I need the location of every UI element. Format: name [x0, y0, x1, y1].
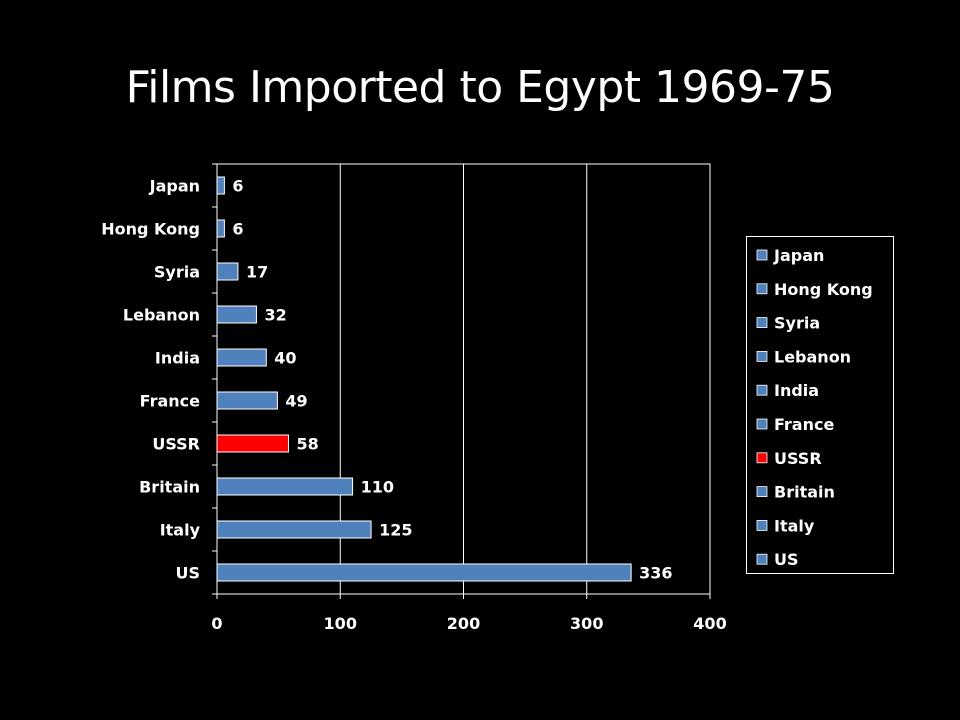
bar-hong-kong — [216, 219, 225, 238]
data-label: 336 — [639, 564, 672, 583]
data-label: 110 — [361, 478, 394, 497]
data-label: 6 — [232, 177, 243, 196]
slide-title: Films Imported to Egypt 1969-75 — [125, 62, 835, 113]
x-tick-label: 0 — [211, 614, 222, 633]
x-tick-label: 400 — [693, 614, 726, 633]
category-label: Syria — [154, 263, 200, 282]
axes — [212, 163, 711, 599]
category-label: Lebanon — [123, 306, 200, 325]
legend-swatch — [756, 283, 768, 295]
x-tick-label: 300 — [570, 614, 603, 633]
data-label: 49 — [285, 392, 307, 411]
bar-britain — [216, 477, 354, 496]
legend-swatch — [756, 317, 768, 328]
legend-swatch — [756, 351, 768, 362]
legend-label: Britain — [774, 483, 835, 502]
legend-label: Hong Kong — [774, 280, 873, 299]
legend-swatch — [756, 249, 768, 261]
legend-label: France — [774, 415, 834, 434]
bars — [216, 176, 632, 582]
legend-label: India — [774, 381, 819, 400]
data-label: 6 — [232, 220, 243, 239]
legend-label: Lebanon — [774, 347, 851, 366]
bar-syria — [216, 262, 239, 281]
category-label: India — [155, 349, 200, 368]
legend-swatch — [756, 519, 768, 531]
legend-entries: Japan Hong Kong Syria Lebanon India France USS… — [756, 246, 873, 569]
bar-india — [216, 348, 267, 367]
bar-france — [216, 391, 278, 410]
category-label: Britain — [139, 478, 200, 497]
legend-label: Italy — [774, 516, 815, 535]
data-labels: 6 6 17 32 40 49 58 110 125 336 — [232, 177, 672, 583]
data-label: 40 — [274, 349, 296, 368]
legend: Japan Hong Kong Syria Lebanon India France USS… — [746, 236, 894, 574]
x-tick-labels: 0 100 200 300 400 — [211, 614, 726, 633]
category-label: Japan — [149, 177, 200, 196]
bar-us — [216, 563, 632, 582]
category-label: France — [140, 392, 200, 411]
category-label: US — [175, 564, 200, 583]
category-label: USSR — [152, 435, 200, 454]
data-label: 17 — [246, 263, 268, 282]
data-label: 32 — [264, 306, 286, 325]
category-label: Italy — [160, 521, 201, 540]
legend-label: USSR — [774, 449, 822, 468]
category-label: Hong Kong — [101, 220, 200, 239]
legend-swatch — [756, 452, 768, 464]
data-label: 125 — [379, 521, 412, 540]
legend-label: Syria — [774, 314, 820, 333]
legend-swatch — [756, 418, 768, 430]
legend-label: Japan — [773, 246, 824, 265]
bar-lebanon — [216, 305, 257, 324]
category-labels: Japan Hong Kong Syria Lebanon India France USS… — [101, 177, 200, 583]
grid-lines — [339, 164, 588, 594]
legend-label: US — [774, 550, 799, 569]
legend-swatch — [756, 384, 768, 396]
legend-swatch — [756, 486, 768, 498]
data-label: 58 — [296, 435, 318, 454]
x-tick-label: 100 — [324, 614, 357, 633]
bar-ussr — [216, 434, 289, 453]
legend-swatch — [756, 553, 768, 565]
x-tick-label: 200 — [447, 614, 480, 633]
bar-italy — [216, 520, 372, 539]
bar-japan — [216, 176, 225, 195]
